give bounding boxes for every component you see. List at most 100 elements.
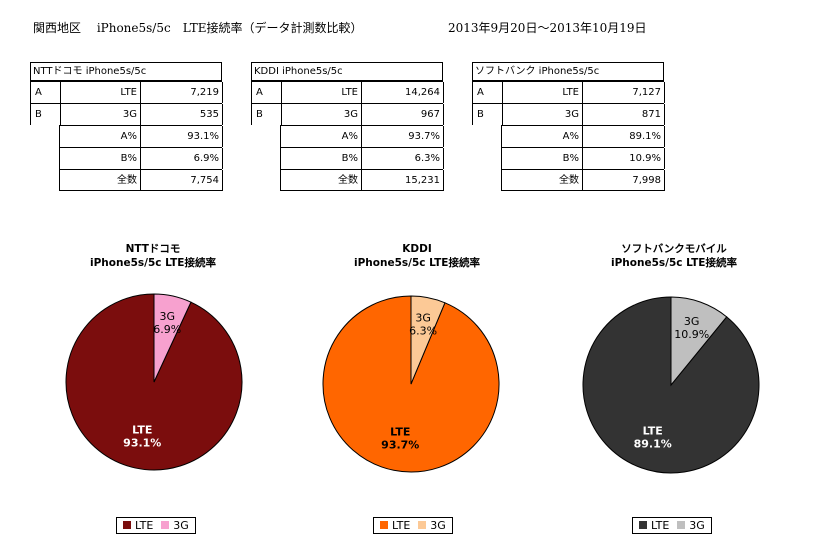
pie-label-value-kddi-3g: 6.3% [409,325,437,338]
row-label: LTE [60,82,140,103]
table-title: KDDI iPhone5s/5c [251,62,443,81]
summary-value: 6.9% [140,148,223,169]
summary-label: B% [120,153,137,164]
legend-swatch-lte [639,521,647,529]
docomo-table: NTTドコモ iPhone5s/5c A LTE 7,219 B 3G 535 … [30,62,223,191]
summary-label: B% [562,153,579,164]
summary-value: 93.7% [361,126,444,147]
row-value: 871 [582,104,665,125]
row-letter: B [35,109,42,120]
legend-swatch-lte [380,521,388,529]
table-title: NTTドコモ iPhone5s/5c [30,62,222,81]
pie-slice-docomo-3g [153,293,192,383]
kddi-table: KDDI iPhone5s/5c A LTE 14,264 B 3G 967 A… [251,62,444,191]
row-value: 535 [140,104,223,125]
chart-title-kddi: KDDI iPhone5s/5c LTE接続率 [317,242,517,270]
legend-swatch-3g [161,521,170,529]
table-row: B 3G 535 [30,103,223,125]
legend-swatch-3g [418,521,427,529]
summary-value: 93.1% [140,126,223,147]
row-value: 7,219 [140,82,223,103]
summary-value: 6.3% [361,148,444,169]
table-title: ソフトバンク iPhone5s/5c [472,62,664,81]
row-label: LTE [281,82,361,103]
chart-title-line: iPhone5s/5c LTE接続率 [354,257,480,269]
summary-row: 全数 7,998 [501,169,665,191]
row-letter: B [477,109,484,120]
pie-label-name-kddi-lte: LTE [390,425,410,438]
summary-row: B% 10.9% [501,147,665,169]
summary-value: 10.9% [582,148,665,169]
chart-title-line: KDDI [402,243,432,255]
summary-label: 全数 [559,175,579,186]
pie-label-name-docomo-3g: 3G [159,310,175,323]
chart-title-line: iPhone5s/5c LTE接続率 [90,257,216,269]
chart-title-line: NTTドコモ [125,243,181,255]
table-row: B 3G 967 [251,103,444,125]
pie-label-name-kddi-3g: 3G [415,312,431,325]
summary-label: 全数 [117,175,137,186]
legend-label-lte: LTE [135,519,154,532]
summary-row: 全数 15,231 [280,169,444,191]
summary-row: A% 93.7% [280,125,444,147]
row-label: 3G [281,104,361,125]
legend-kddi: LTE 3G [373,517,453,534]
pie-label-value-softbank-3g: 10.9% [674,328,709,341]
legend-label-3g: 3G [689,519,705,532]
legend-label-3g: 3G [430,519,446,532]
summary-value: 89.1% [582,126,665,147]
row-value: 7,127 [582,82,665,103]
row-letter: A [35,87,42,98]
date-range: 2013年9月20日～2013年10月19日 [448,21,647,35]
summary-value: 7,754 [140,170,223,191]
summary-row: 全数 7,754 [59,169,223,191]
table-row: B 3G 871 [472,103,665,125]
legend-label-lte: LTE [651,519,670,532]
chart-title-line: ソフトバンクモバイル [621,243,727,255]
pie-label-value-docomo-lte: 93.1% [123,436,161,449]
row-value: 14,264 [361,82,444,103]
table-row: A LTE 7,219 [30,81,223,103]
pie-label-value-kddi-lte: 93.7% [381,438,419,451]
summary-row: B% 6.9% [59,147,223,169]
legend-label-3g: 3G [173,519,189,532]
legend-softbank: LTE 3G [632,517,712,534]
pie-label-name-softbank-3g: 3G [684,315,700,328]
legend-docomo: LTE 3G [116,517,196,534]
pie-label-name-docomo-lte: LTE [132,423,152,436]
table-row: A LTE 7,127 [472,81,665,103]
row-label: 3G [502,104,582,125]
legend-swatch-3g [677,521,686,529]
legend-swatch-lte [123,521,131,529]
row-letter: A [256,87,263,98]
chart-title-line: iPhone5s/5c LTE接続率 [611,257,737,269]
summary-label: A% [341,131,358,142]
row-letter: A [477,87,484,98]
row-label: LTE [502,82,582,103]
summary-value: 15,231 [361,170,444,191]
summary-label: B% [341,153,358,164]
row-letter: B [256,109,263,120]
summary-row: A% 93.1% [59,125,223,147]
page-header: 関西地区 iPhone5s/5c LTE接続率（データ計測数比較） 2013年9… [33,19,813,37]
pie-slice-docomo-lte [65,293,243,471]
pie-slice-kddi-3g [410,295,446,385]
chart-title-softbank: ソフトバンクモバイル iPhone5s/5c LTE接続率 [574,242,774,270]
row-label: 3G [60,104,140,125]
summary-label: A% [120,131,137,142]
pie-label-value-softbank-lte: 89.1% [634,437,672,450]
pie-label-name-softbank-lte: LTE [643,424,663,437]
softbank-table: ソフトバンク iPhone5s/5c A LTE 7,127 B 3G 871 … [472,62,665,191]
summary-label: A% [562,131,579,142]
pie-label-value-docomo-3g: 6.9% [153,323,181,336]
row-value: 967 [361,104,444,125]
summary-label: 全数 [338,175,358,186]
legend-label-lte: LTE [392,519,411,532]
table-row: A LTE 14,264 [251,81,444,103]
summary-row: A% 89.1% [501,125,665,147]
page-title: 関西地区 iPhone5s/5c LTE接続率（データ計測数比較） [33,21,363,35]
summary-row: B% 6.3% [280,147,444,169]
summary-value: 7,998 [582,170,665,191]
chart-title-docomo: NTTドコモ iPhone5s/5c LTE接続率 [53,242,253,270]
